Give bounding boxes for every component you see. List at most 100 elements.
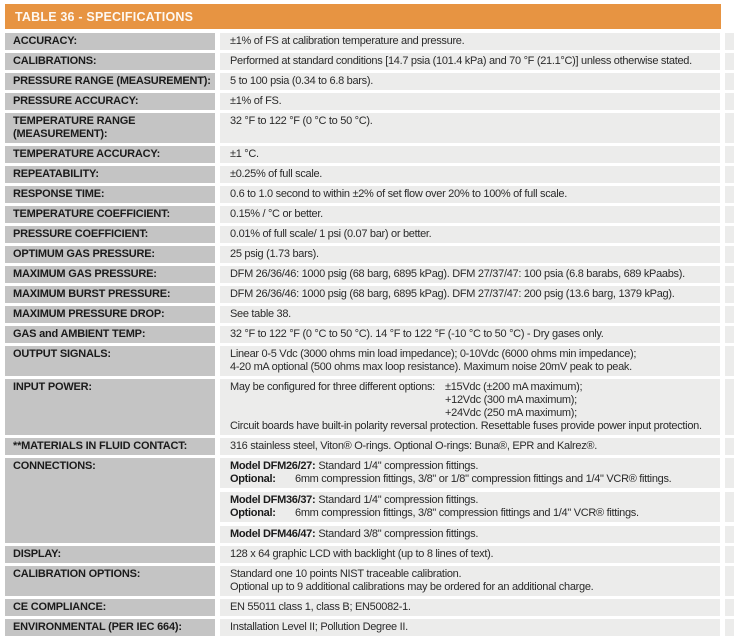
right-sliver [725, 599, 734, 616]
row-value: 0.6 to 1.0 second to within ±2% of set f… [220, 186, 720, 203]
spec-row-ce-compliance: CE COMPLIANCE: EN 55011 class 1, class B… [5, 599, 734, 616]
row-value: Standard one 10 points NIST traceable ca… [220, 566, 720, 596]
table-header-bar: TABLE 36 - SPECIFICATIONS [5, 4, 721, 29]
optional-text: 6mm compression fittings, 3/8" compressi… [295, 507, 639, 519]
value-line: Model DFM46/47: Standard 3/8" compression… [230, 528, 720, 541]
right-sliver [725, 266, 734, 283]
row-value: 32 °F to 122 °F (0 °C to 50 °C). 14 °F t… [220, 326, 720, 343]
input-power-option: +12Vdc (300 mA maximum); [445, 394, 577, 406]
row-label: GAS and AMBIENT TEMP: [5, 326, 215, 343]
row-label: TEMPERATURE COEFFICIENT: [5, 206, 215, 223]
row-label: MAXIMUM BURST PRESSURE: [5, 286, 215, 303]
right-sliver [725, 53, 734, 70]
input-power-footer: Circuit boards have built-in polarity re… [230, 420, 702, 432]
spec-row-pressure-accuracy: PRESSURE ACCURACY: ±1% of FS. [5, 93, 734, 110]
right-sliver [725, 186, 734, 203]
spec-row-temperature-accuracy: TEMPERATURE ACCURACY: ±1 °C. [5, 146, 734, 163]
input-power-option: +24Vdc (250 mA maximum); [445, 407, 577, 419]
right-sliver [725, 326, 734, 343]
value-line: 4-20 mA optional (500 ohms max loop resi… [230, 361, 632, 373]
row-value: 5 to 100 psia (0.34 to 6.8 bars). [220, 73, 720, 90]
spec-row-accuracy: ACCURACY: ±1% of FS at calibration tempe… [5, 33, 734, 50]
row-label: REPEATABILITY: [5, 166, 215, 183]
row-label: PRESSURE COEFFICIENT: [5, 226, 215, 243]
right-sliver [725, 438, 734, 455]
right-sliver [725, 146, 734, 163]
spec-row-maximum-gas-pressure: MAXIMUM GAS PRESSURE: DFM 26/36/46: 1000… [5, 266, 734, 283]
right-sliver [725, 526, 734, 543]
row-label: TEMPERATURE ACCURACY: [5, 146, 215, 163]
row-label: PRESSURE ACCURACY: [5, 93, 215, 110]
row-value: 0.01% of full scale/ 1 psi (0.07 bar) or… [220, 226, 720, 243]
value-line: May be configured for three different op… [230, 381, 720, 394]
row-value: ±1 °C. [220, 146, 720, 163]
spec-row-temperature-coefficient: TEMPERATURE COEFFICIENT: 0.15% / °C or b… [5, 206, 734, 223]
row-label: **MATERIALS IN FLUID CONTACT: [5, 438, 215, 455]
right-sliver [725, 458, 734, 488]
table-title: TABLE 36 - SPECIFICATIONS [15, 9, 194, 24]
value-line: Model DFM26/27: Standard 1/4" compression… [230, 460, 720, 473]
value-line: Model DFM36/37: Standard 1/4" compression… [230, 494, 720, 507]
spec-row-display: DISPLAY: 128 x 64 graphic LCD with backl… [5, 546, 734, 563]
row-label: INPUT POWER: [5, 379, 215, 435]
right-sliver [725, 113, 734, 143]
connections-sub-row: Model DFM36/37: Standard 1/4" compression… [220, 492, 734, 522]
row-value: EN 55011 class 1, class B; EN50082-1. [220, 599, 720, 616]
row-value: Model DFM26/27: Standard 1/4" compression… [220, 458, 720, 488]
row-value: See table 38. [220, 306, 720, 323]
row-label: CONNECTIONS: [5, 458, 215, 543]
row-value: 0.15% / °C or better. [220, 206, 720, 223]
input-power-option: ±15Vdc (±200 mA maximum); [445, 381, 583, 393]
connections-stack: Model DFM26/27: Standard 1/4" compression… [220, 458, 734, 543]
spec-row-output-signals: OUTPUT SIGNALS: Linear 0-5 Vdc (3000 ohm… [5, 346, 734, 376]
row-label: DISPLAY: [5, 546, 215, 563]
right-sliver [725, 566, 734, 596]
model-label: Model DFM46/47: [230, 528, 316, 540]
row-label: OUTPUT SIGNALS: [5, 346, 215, 376]
value-line: Optional: 6mm compression fittings, 3/8" … [230, 473, 720, 486]
model-text: Standard 1/4" compression fittings. [318, 494, 479, 506]
right-sliver [725, 346, 734, 376]
right-sliver [725, 166, 734, 183]
right-sliver [725, 546, 734, 563]
connections-sub-row: Model DFM26/27: Standard 1/4" compression… [220, 458, 734, 488]
row-label: MAXIMUM PRESSURE DROP: [5, 306, 215, 323]
spec-row-environmental: ENVIRONMENTAL (PER IEC 664): Installatio… [5, 619, 734, 636]
row-label: MAXIMUM GAS PRESSURE: [5, 266, 215, 283]
value-line: Optional: 6mm compression fittings, 3/8" … [230, 507, 720, 520]
optional-text: 6mm compression fittings, 3/8" or 1/8" c… [295, 473, 672, 485]
row-value: 32 °F to 122 °F (0 °C to 50 °C). [220, 113, 720, 143]
row-value: Model DFM46/47: Standard 3/8" compression… [220, 526, 720, 543]
row-label: RESPONSE TIME: [5, 186, 215, 203]
optional-label: Optional: [230, 507, 276, 519]
spec-row-materials-fluid-contact: **MATERIALS IN FLUID CONTACT: 316 stainl… [5, 438, 734, 455]
right-sliver [725, 206, 734, 223]
row-label: TEMPERATURE RANGE (MEASUREMENT): [5, 113, 215, 143]
right-sliver [725, 93, 734, 110]
input-power-intro: May be configured for three different op… [230, 381, 435, 393]
row-value: DFM 26/36/46: 1000 psig (68 barg, 6895 k… [220, 266, 720, 283]
right-sliver [725, 379, 734, 435]
spec-row-pressure-range: PRESSURE RANGE (MEASUREMENT): 5 to 100 p… [5, 73, 734, 90]
row-label: ACCURACY: [5, 33, 215, 50]
row-value: Performed at standard conditions [14.7 p… [220, 53, 720, 70]
optional-label: Optional: [230, 473, 276, 485]
row-value: May be configured for three different op… [220, 379, 720, 435]
right-sliver [725, 33, 734, 50]
model-text: Standard 3/8" compression fittings. [318, 528, 479, 540]
row-label: PRESSURE RANGE (MEASUREMENT): [5, 73, 215, 90]
row-value: ±0.25% of full scale. [220, 166, 720, 183]
spec-row-repeatability: REPEATABILITY: ±0.25% of full scale. [5, 166, 734, 183]
row-value: 316 stainless steel, Viton® O-rings. Opt… [220, 438, 720, 455]
row-value: DFM 26/36/46: 1000 psig (68 barg, 6895 k… [220, 286, 720, 303]
spec-row-maximum-burst-pressure: MAXIMUM BURST PRESSURE: DFM 26/36/46: 10… [5, 286, 734, 303]
spec-row-calibrations: CALIBRATIONS: Performed at standard cond… [5, 53, 734, 70]
row-label: CE COMPLIANCE: [5, 599, 215, 616]
row-value: 25 psig (1.73 bars). [220, 246, 720, 263]
spec-row-gas-ambient-temp: GAS and AMBIENT TEMP: 32 °F to 122 °F (0… [5, 326, 734, 343]
right-sliver [725, 73, 734, 90]
spec-row-temperature-range: TEMPERATURE RANGE (MEASUREMENT): 32 °F t… [5, 113, 734, 143]
model-text: Standard 1/4" compression fittings. [318, 460, 479, 472]
spec-row-maximum-pressure-drop: MAXIMUM PRESSURE DROP: See table 38. [5, 306, 734, 323]
